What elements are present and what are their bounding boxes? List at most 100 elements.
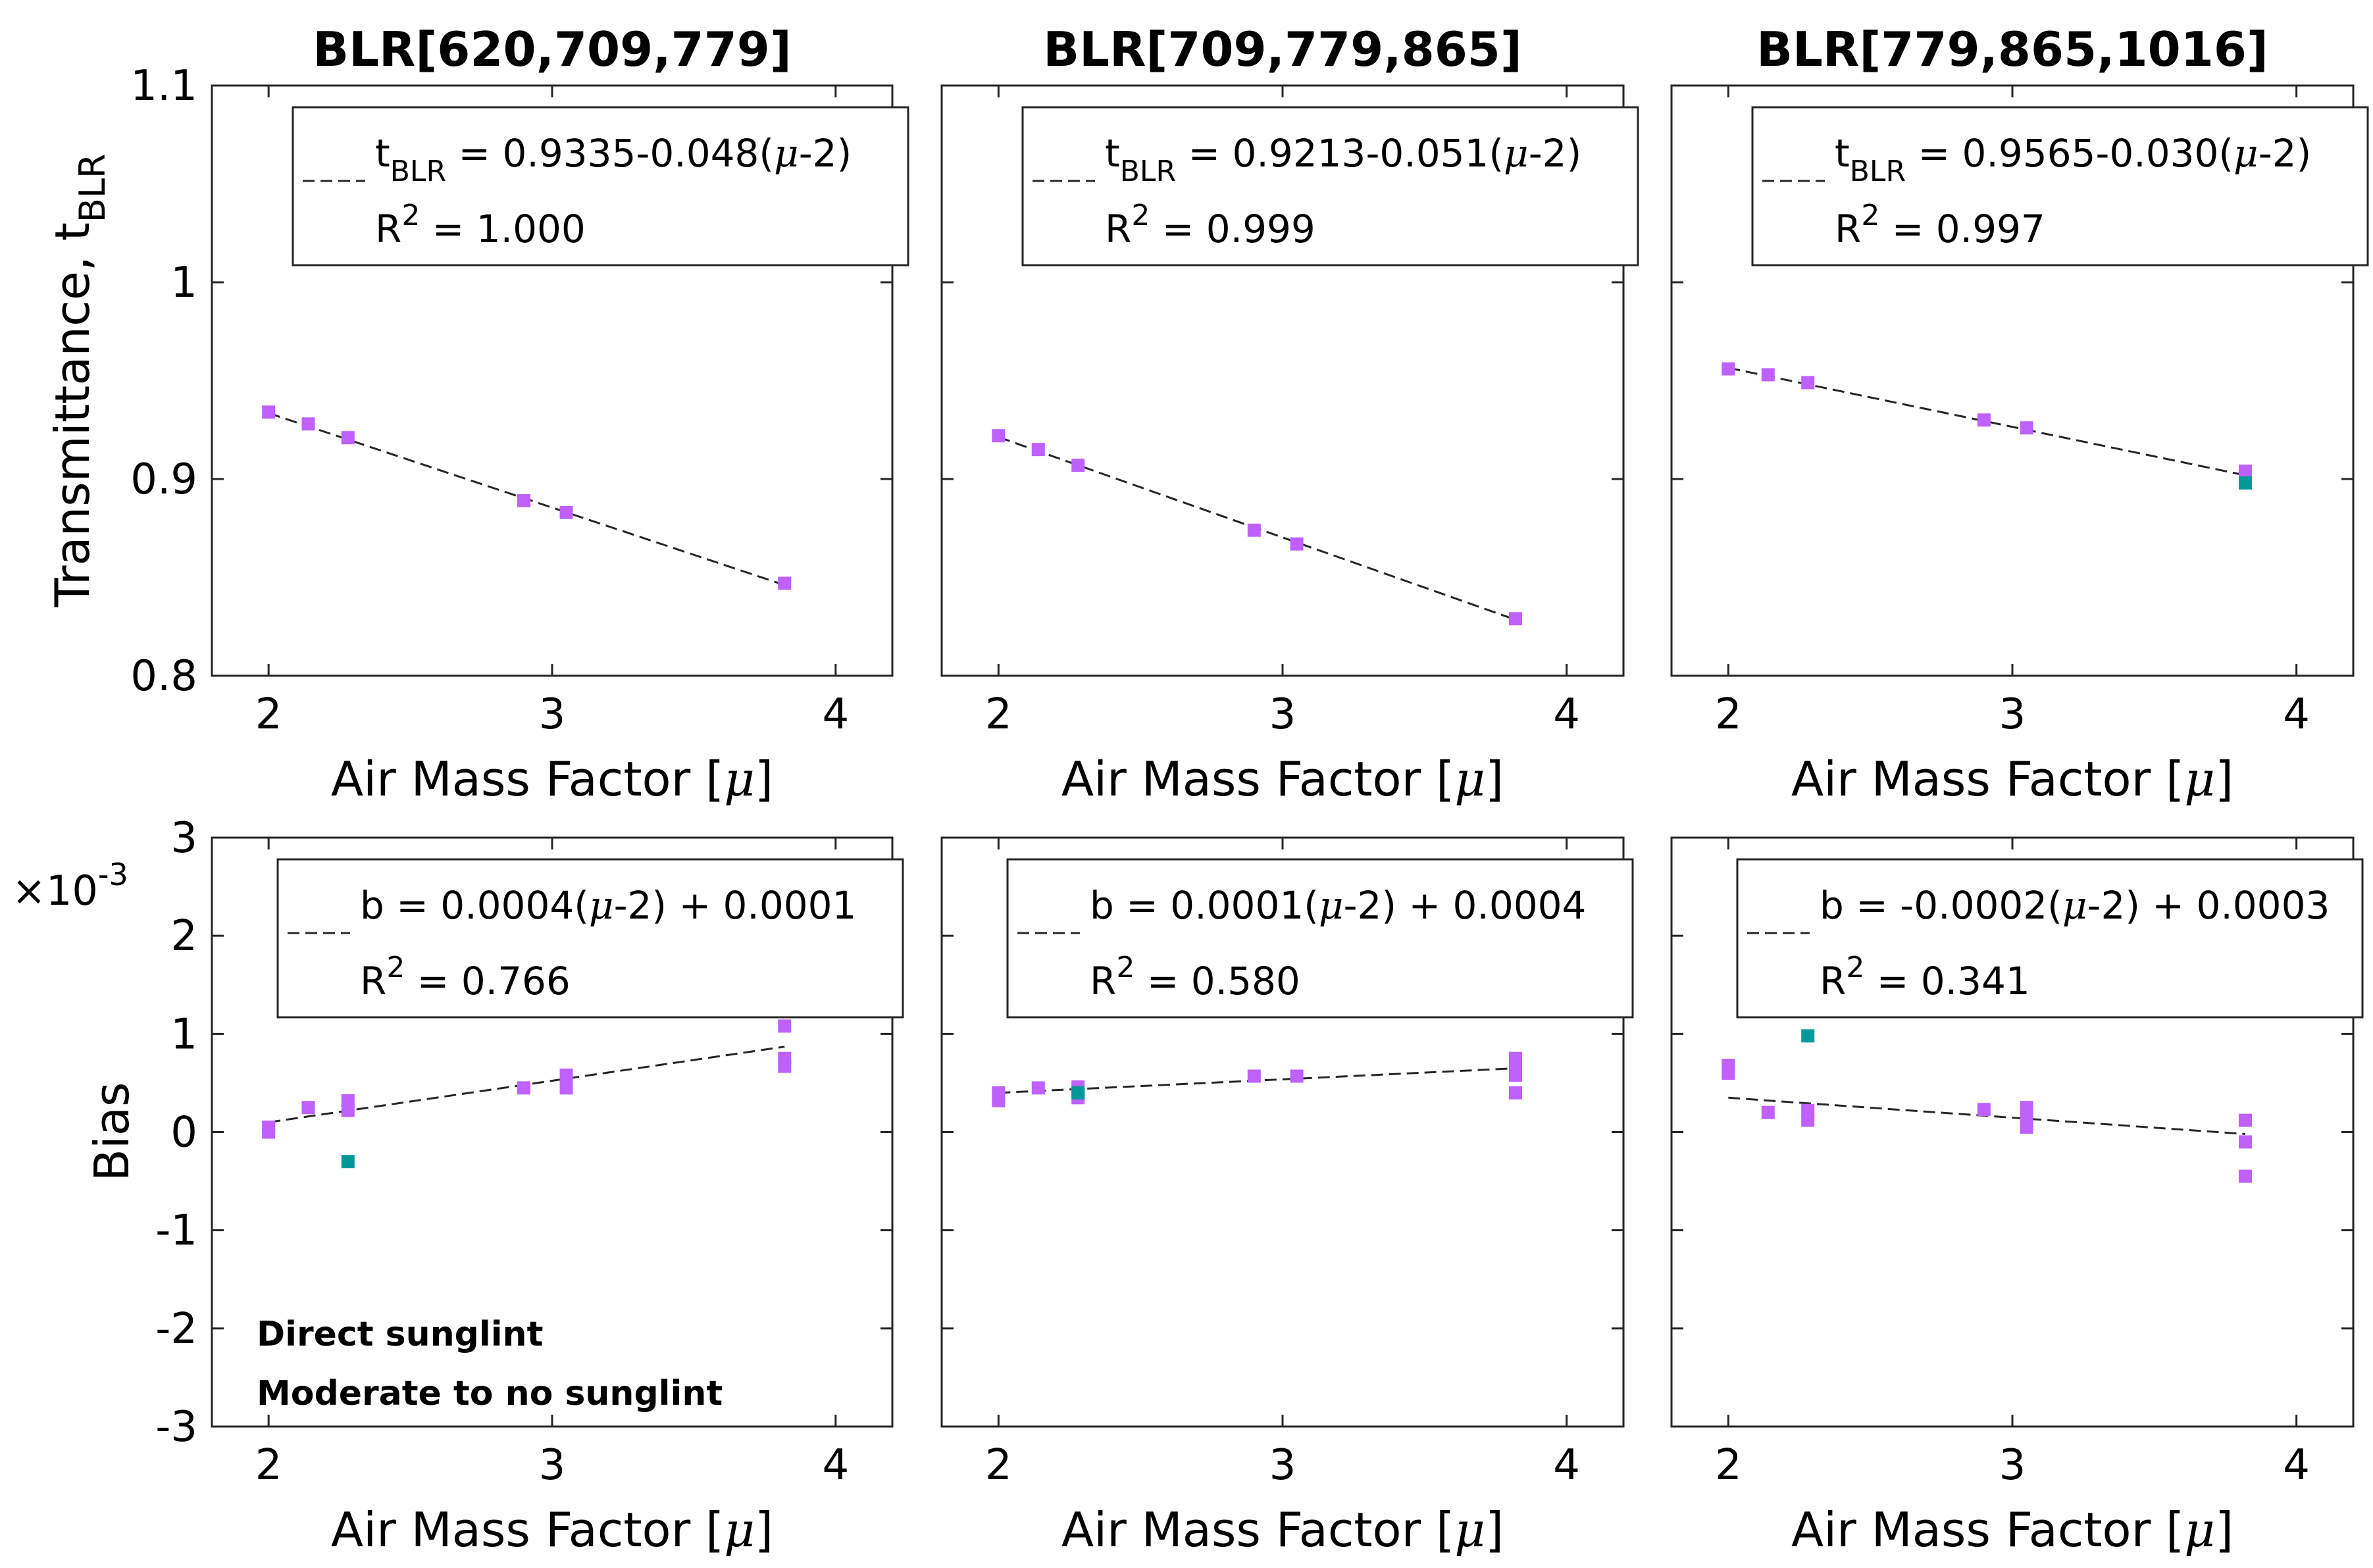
- data-point: [559, 1068, 573, 1082]
- data-point: [341, 1094, 355, 1107]
- y-tick-label: 0.9: [130, 455, 197, 504]
- legend-equation: b = 0.0004(μ-2) + 0.0001: [360, 883, 856, 928]
- series-moderate-to-no-sunglint: [262, 405, 792, 590]
- data-point: [301, 1101, 315, 1115]
- legend-box: [1736, 858, 2364, 1019]
- chart-panel-1: BLR[620,709,779] 2 3 4 0.8 0.9 1 1.1 Air Mass Fa…: [130, 22, 909, 807]
- y-tick-label: -1: [155, 1207, 197, 1255]
- x-axis-label: Air Mass Factor [μ]: [1791, 751, 2233, 807]
- fit-legend: b = -0.0002(μ-2) + 0.0003 R2 = 0.341: [1736, 858, 2364, 1019]
- data-point: [1761, 1105, 1775, 1119]
- data-point: [2020, 421, 2033, 435]
- data-point: [778, 576, 792, 590]
- chart-panel-6: 2 3 4 Air Mass Factor [μ] b = -0.0002(μ-2) +…: [1670, 836, 2364, 1557]
- x-tick-label: 2: [1715, 690, 1742, 739]
- x-tick-label: 4: [822, 690, 849, 739]
- legend-equation: tBLR = 0.9565-0.030(μ-2): [1835, 131, 2311, 188]
- note-direct-sunglint: Direct sunglint: [257, 1315, 543, 1354]
- legend-r-squared: R2 = 0.341: [1820, 951, 2030, 1003]
- legend-box: [1006, 858, 1634, 1019]
- y-axis-label-transmittance: Transmittance, tBLR: [45, 153, 113, 607]
- chart-panel-4: 2 3 4 -3 -2 -1 0 1 2 3 Air Mass Factor [μ] b = 0.00…: [155, 814, 904, 1557]
- legend-box: [292, 106, 909, 266]
- y-tick-label: 0: [170, 1109, 197, 1157]
- legend-r-squared: R2 = 0.580: [1090, 951, 1300, 1003]
- x-axis-label: Air Mass Factor [μ]: [1791, 1502, 2233, 1557]
- y-tick-label: 3: [170, 814, 197, 863]
- data-point: [1977, 413, 1991, 427]
- data-point: [2238, 1169, 2252, 1183]
- x-tick-label: 3: [1269, 1441, 1296, 1490]
- data-point: [301, 417, 315, 431]
- panel-title: BLR[620,709,779]: [313, 22, 792, 77]
- data-point: [1977, 1103, 1991, 1117]
- data-point: [1801, 1029, 1815, 1043]
- x-axis-label: Air Mass Factor [μ]: [1061, 751, 1504, 807]
- legend-equation: tBLR = 0.9335-0.048(μ-2): [375, 131, 852, 188]
- x-axis-label: Air Mass Factor [μ]: [331, 1502, 773, 1557]
- data-point: [1508, 1051, 1522, 1065]
- legend-box: [276, 858, 904, 1019]
- series-direct-sunglint: [341, 1155, 355, 1169]
- panels-layer: BLR[620,709,779] 2 3 4 0.8 0.9 1 1.1 Air Mass Fa…: [130, 22, 2369, 1557]
- series-moderate-to-no-sunglint: [262, 980, 792, 1139]
- data-point: [1290, 537, 1304, 551]
- legend-r-squared: R2 = 0.999: [1105, 199, 1315, 251]
- x-tick-label: 3: [1269, 690, 1296, 739]
- x-tick-label: 4: [1553, 690, 1580, 739]
- data-point: [778, 1019, 792, 1033]
- fit-legend: tBLR = 0.9335-0.048(μ-2) R2 = 1.000: [292, 106, 909, 266]
- data-point: [2238, 1135, 2252, 1149]
- legend-equation: b = 0.0001(μ-2) + 0.0004: [1090, 883, 1586, 928]
- series-direct-sunglint: [2238, 476, 2252, 490]
- data-point: [341, 431, 355, 445]
- x-tick-label: 3: [1999, 690, 2026, 739]
- data-point: [1801, 1103, 1815, 1117]
- x-tick-label: 4: [822, 1441, 849, 1490]
- data-point: [2238, 1113, 2252, 1127]
- data-point: [1508, 612, 1522, 626]
- y-tick-label: -3: [155, 1403, 197, 1452]
- series-moderate-to-no-sunglint: [992, 429, 1522, 626]
- data-point: [559, 505, 573, 519]
- data-point: [1722, 1059, 1735, 1073]
- fit-legend: tBLR = 0.9565-0.030(μ-2) R2 = 0.997: [1751, 106, 2369, 266]
- x-tick-label: 3: [539, 1441, 566, 1490]
- y-axis-label-bias: Bias: [84, 1082, 140, 1181]
- figure-labels-layer: Transmittance, tBLR Bias ×10-3 Direct sungl…: [12, 153, 723, 1413]
- x-tick-label: 3: [1999, 1441, 2026, 1490]
- y-tick-label: 1: [170, 259, 197, 307]
- x-axis-label: Air Mass Factor [μ]: [1061, 1502, 1504, 1557]
- x-tick-label: 2: [1715, 1441, 1742, 1490]
- data-point: [1722, 362, 1735, 376]
- x-tick-label: 2: [255, 690, 282, 739]
- legend-box: [1751, 106, 2369, 266]
- data-point: [1247, 1069, 1261, 1083]
- data-point: [1801, 376, 1815, 390]
- fit-legend: b = 0.0001(μ-2) + 0.0004 R2 = 0.580: [1006, 858, 1634, 1019]
- data-point: [517, 493, 530, 507]
- x-axis-label: Air Mass Factor [μ]: [331, 751, 773, 807]
- x-tick-label: 4: [2283, 1441, 2310, 1490]
- legend-r-squared: R2 = 1.000: [375, 199, 586, 251]
- legend-r-squared: R2 = 0.997: [1835, 199, 2045, 251]
- data-point: [1761, 368, 1775, 382]
- chart-panel-5: 2 3 4 Air Mass Factor [μ] b = 0.0001(μ-2) + …: [940, 836, 1634, 1557]
- x-tick-label: 2: [255, 1441, 282, 1490]
- data-point: [778, 1051, 792, 1065]
- data-point: [1508, 1086, 1522, 1100]
- series-moderate-to-no-sunglint: [992, 1051, 1522, 1107]
- series-direct-sunglint: [1071, 1086, 1085, 1100]
- data-point: [341, 1155, 355, 1169]
- fit-legend: b = 0.0004(μ-2) + 0.0001 R2 = 0.766: [276, 858, 904, 1019]
- data-point: [559, 1081, 573, 1095]
- data-point: [262, 1121, 276, 1134]
- data-point: [2238, 476, 2252, 490]
- fit-line: [268, 1046, 785, 1124]
- y-tick-label: 0.8: [130, 652, 197, 701]
- x-tick-label: 3: [539, 690, 566, 739]
- y-tick-label: -2: [155, 1305, 197, 1353]
- data-point: [992, 429, 1006, 443]
- y-tick-label: 1.1: [130, 62, 197, 111]
- note-moderate-sunglint: Moderate to no sunglint: [257, 1374, 723, 1413]
